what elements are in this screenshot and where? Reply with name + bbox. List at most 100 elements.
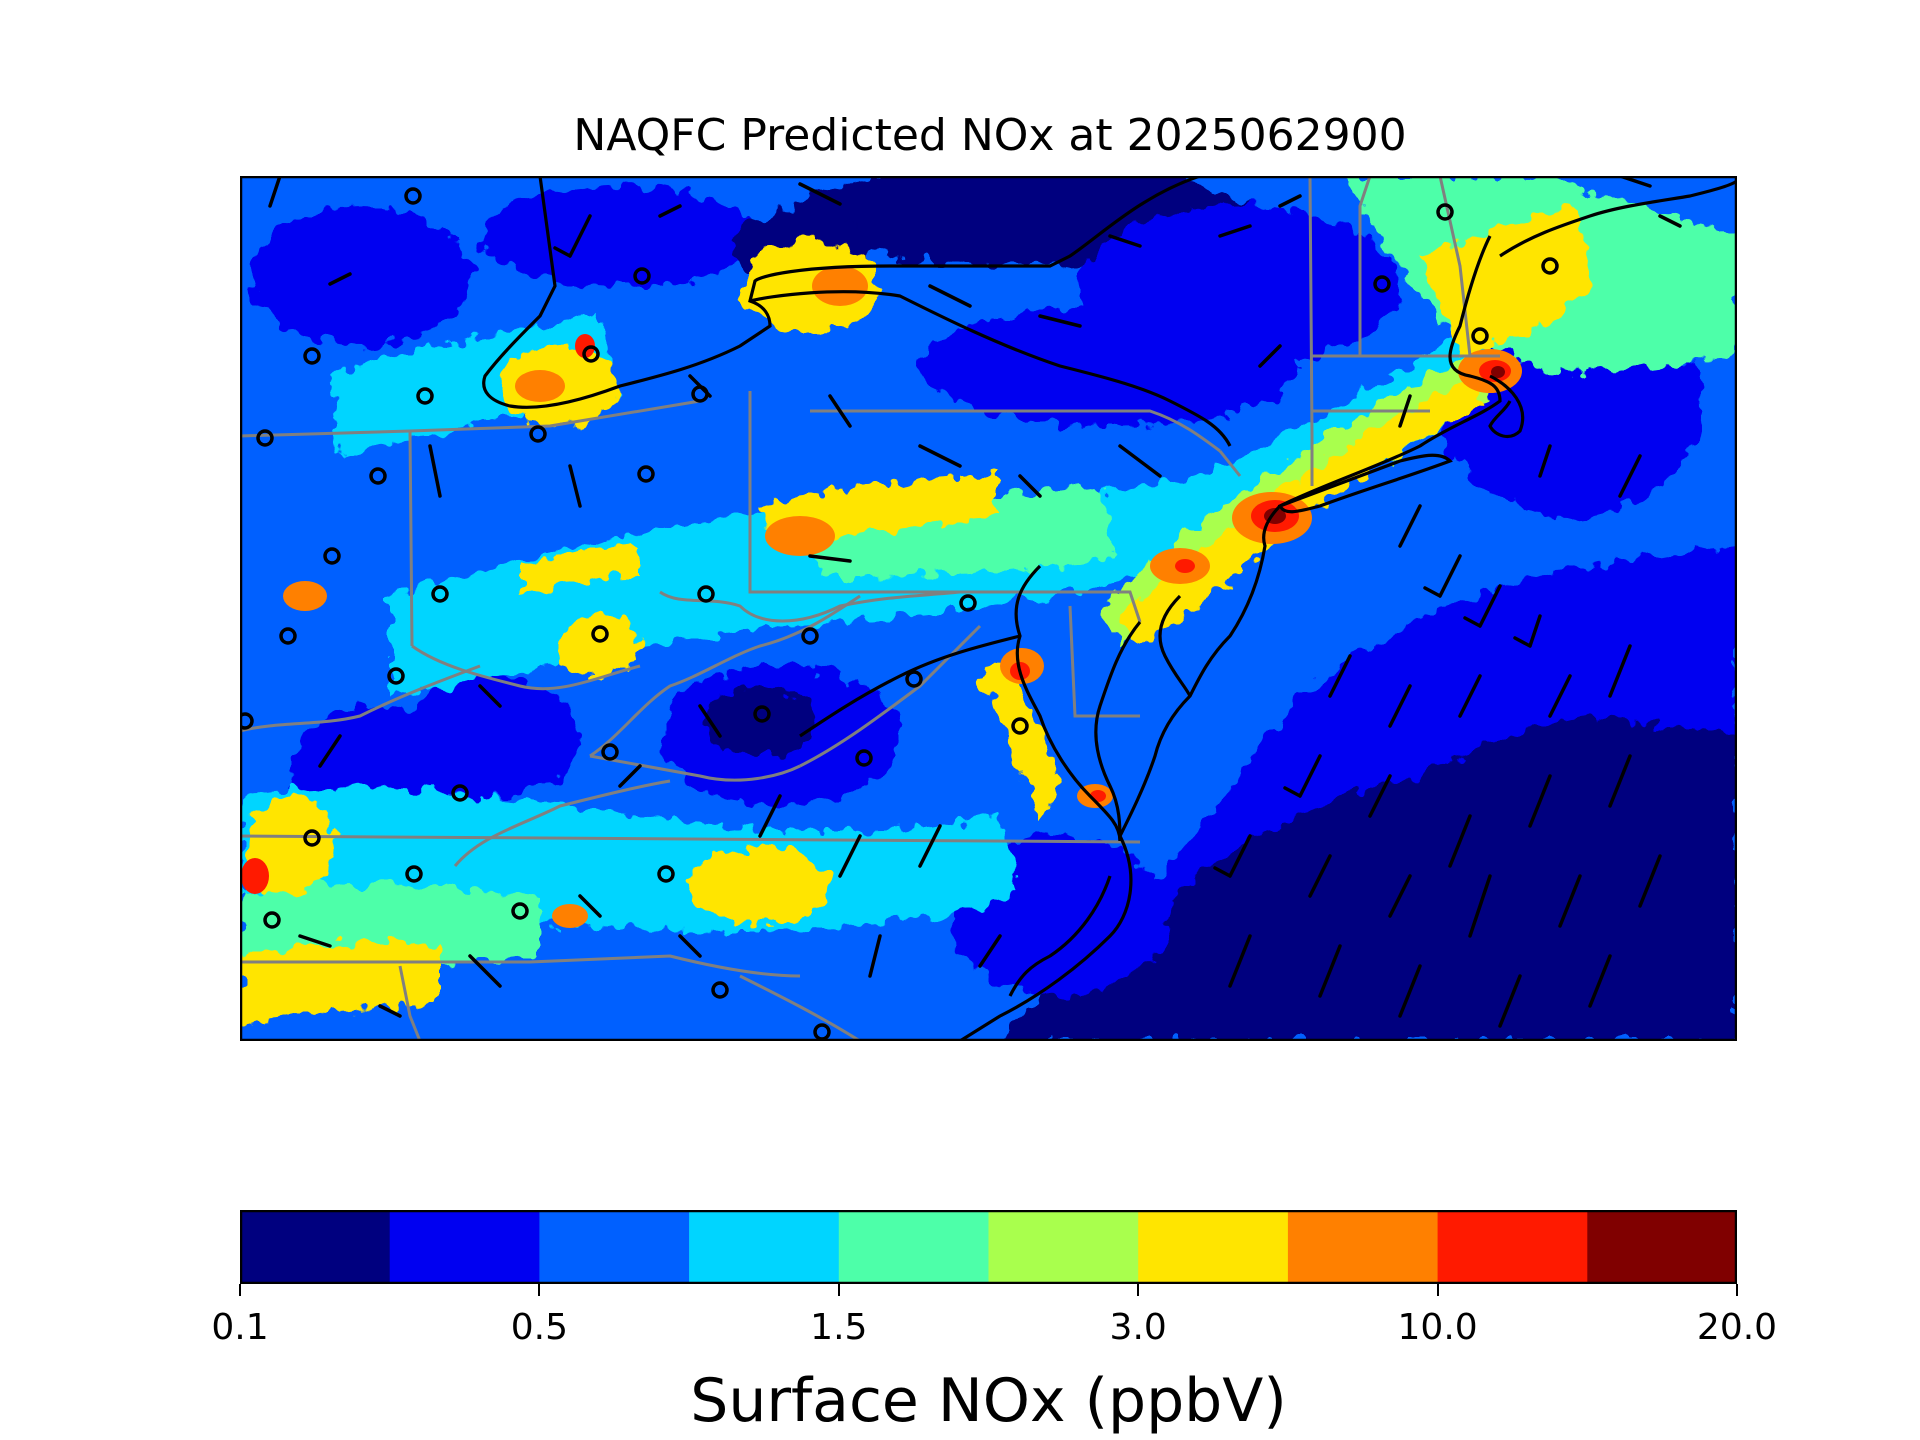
monitor-site-marker: [240, 712, 254, 730]
monitor-site-marker: [369, 467, 387, 485]
cape-cod-shore: [1488, 374, 1525, 439]
monitor-site-marker: [431, 585, 449, 603]
monitor-site-marker: [753, 705, 771, 723]
pamlico-sound-shore: [1008, 875, 1112, 997]
wind-barb: [1548, 674, 1572, 718]
wind-barb: [1463, 584, 1502, 628]
nox-map-panel: [240, 176, 1737, 1041]
wind-barb: [678, 934, 702, 958]
wind-barb: [1638, 854, 1662, 908]
wind-barb: [978, 934, 1002, 968]
colorbar-border: [240, 1210, 1737, 1284]
colorbar-tick-label: 1.5: [810, 1307, 868, 1348]
colorbar-tick-mark: [837, 1284, 840, 1296]
wind-barb: [1038, 314, 1082, 328]
monitor-site-marker: [601, 743, 619, 761]
monitor-site-marker: [697, 585, 715, 603]
monitor-sites: [240, 187, 1559, 1041]
state-boundary: [589, 754, 801, 782]
elevated-region: [560, 616, 640, 676]
wind-barb: [1328, 654, 1352, 698]
wind-barb: [318, 734, 342, 768]
elevated-corridor: [980, 666, 1060, 816]
colorbar-segment: [1587, 1210, 1737, 1284]
wind-barb: [428, 444, 442, 498]
low-region: [920, 306, 1300, 426]
colorbar-label: Surface NOx (ppbV): [690, 1366, 1287, 1436]
elevated-region: [740, 241, 880, 331]
colorbar-tick-mark: [1137, 1284, 1140, 1296]
wind-barb: [468, 954, 502, 988]
monitor-site-marker: [303, 829, 321, 847]
state-boundary: [810, 409, 1221, 453]
chesapeake-east-shore: [1094, 620, 1142, 842]
monitor-site-marker: [801, 627, 819, 645]
wind-barb: [1448, 814, 1472, 868]
wind-barb: [1228, 934, 1252, 988]
state-boundary: [748, 391, 960, 594]
state-boundary: [1358, 176, 1372, 356]
elevated-corridor: [520, 546, 640, 596]
wind-barb: [1558, 874, 1582, 928]
wind-barb: [1388, 684, 1412, 728]
state-boundary: [240, 954, 801, 978]
wind-barb: [328, 272, 352, 286]
map-title: NAQFC Predicted NOx at 2025062900: [573, 110, 1407, 161]
colorbar-tick-label: 10.0: [1397, 1307, 1478, 1348]
state-boundary: [589, 594, 861, 758]
wind-barb: [758, 794, 782, 838]
wind-barb: [1258, 344, 1282, 368]
state-boundary: [240, 834, 1141, 844]
maine-coast: [1499, 179, 1737, 258]
wind-barb: [568, 464, 582, 508]
wind-barb: [918, 444, 962, 468]
wind-barb: [698, 704, 722, 738]
hotspot-layer: [241, 266, 1522, 928]
monitor-site-marker: [1011, 717, 1029, 735]
monitor-site-marker: [691, 385, 709, 403]
colorbar-segment: [1437, 1210, 1588, 1284]
colorbar-segment: [539, 1210, 690, 1284]
state-boundary: [1218, 450, 1242, 477]
wind-barb: [1423, 554, 1462, 598]
monitor-site-marker: [451, 784, 469, 802]
state-boundary: [960, 590, 1142, 623]
monitor-site-marker: [633, 267, 651, 285]
hotspot-charlotte: [552, 904, 588, 928]
monitor-site-marker: [263, 911, 281, 929]
state-boundary: [411, 644, 641, 691]
monitor-site-marker: [416, 387, 434, 405]
hotspot-cleveland: [515, 370, 565, 402]
state-boundary: [1308, 176, 1314, 486]
state-boundary: [398, 965, 422, 1041]
colorbar-segment: [1287, 1210, 1439, 1284]
monitor-site-marker: [1436, 203, 1454, 221]
monitor-site-marker: [582, 345, 600, 363]
hotspot-cleveland: [575, 334, 595, 358]
monitor-site-marker: [1471, 327, 1489, 345]
hotspot-toronto: [812, 266, 868, 306]
low-region: [250, 206, 470, 346]
lake-erie-shore: [482, 176, 1201, 409]
colorbar-svg: [240, 1210, 1737, 1284]
hotspot-philadelphia: [1175, 559, 1195, 573]
state-boundary: [799, 624, 982, 768]
colorbar-tick-mark: [1436, 1284, 1439, 1296]
colorbar-segment: [240, 1210, 391, 1284]
wind-barb: [578, 894, 602, 918]
atlantic-coast: [959, 235, 1502, 1041]
coastlines: [482, 176, 1737, 1041]
wind-barb: [1118, 444, 1162, 478]
wind-barb: [1318, 944, 1342, 998]
state-boundary: [453, 779, 671, 867]
wind-barb: [1588, 954, 1612, 1008]
monitor-site-marker: [1373, 275, 1391, 293]
monitor-site-marker: [405, 865, 423, 883]
wind-barb: [1018, 474, 1042, 498]
wind-barb: [1618, 454, 1642, 498]
monitor-site-marker: [303, 347, 321, 365]
colorbar-segment: [1138, 1210, 1289, 1284]
hotspot-detroit: [283, 581, 327, 611]
monitor-site-marker: [711, 981, 729, 999]
lake-ontario-shore: [749, 290, 1232, 447]
